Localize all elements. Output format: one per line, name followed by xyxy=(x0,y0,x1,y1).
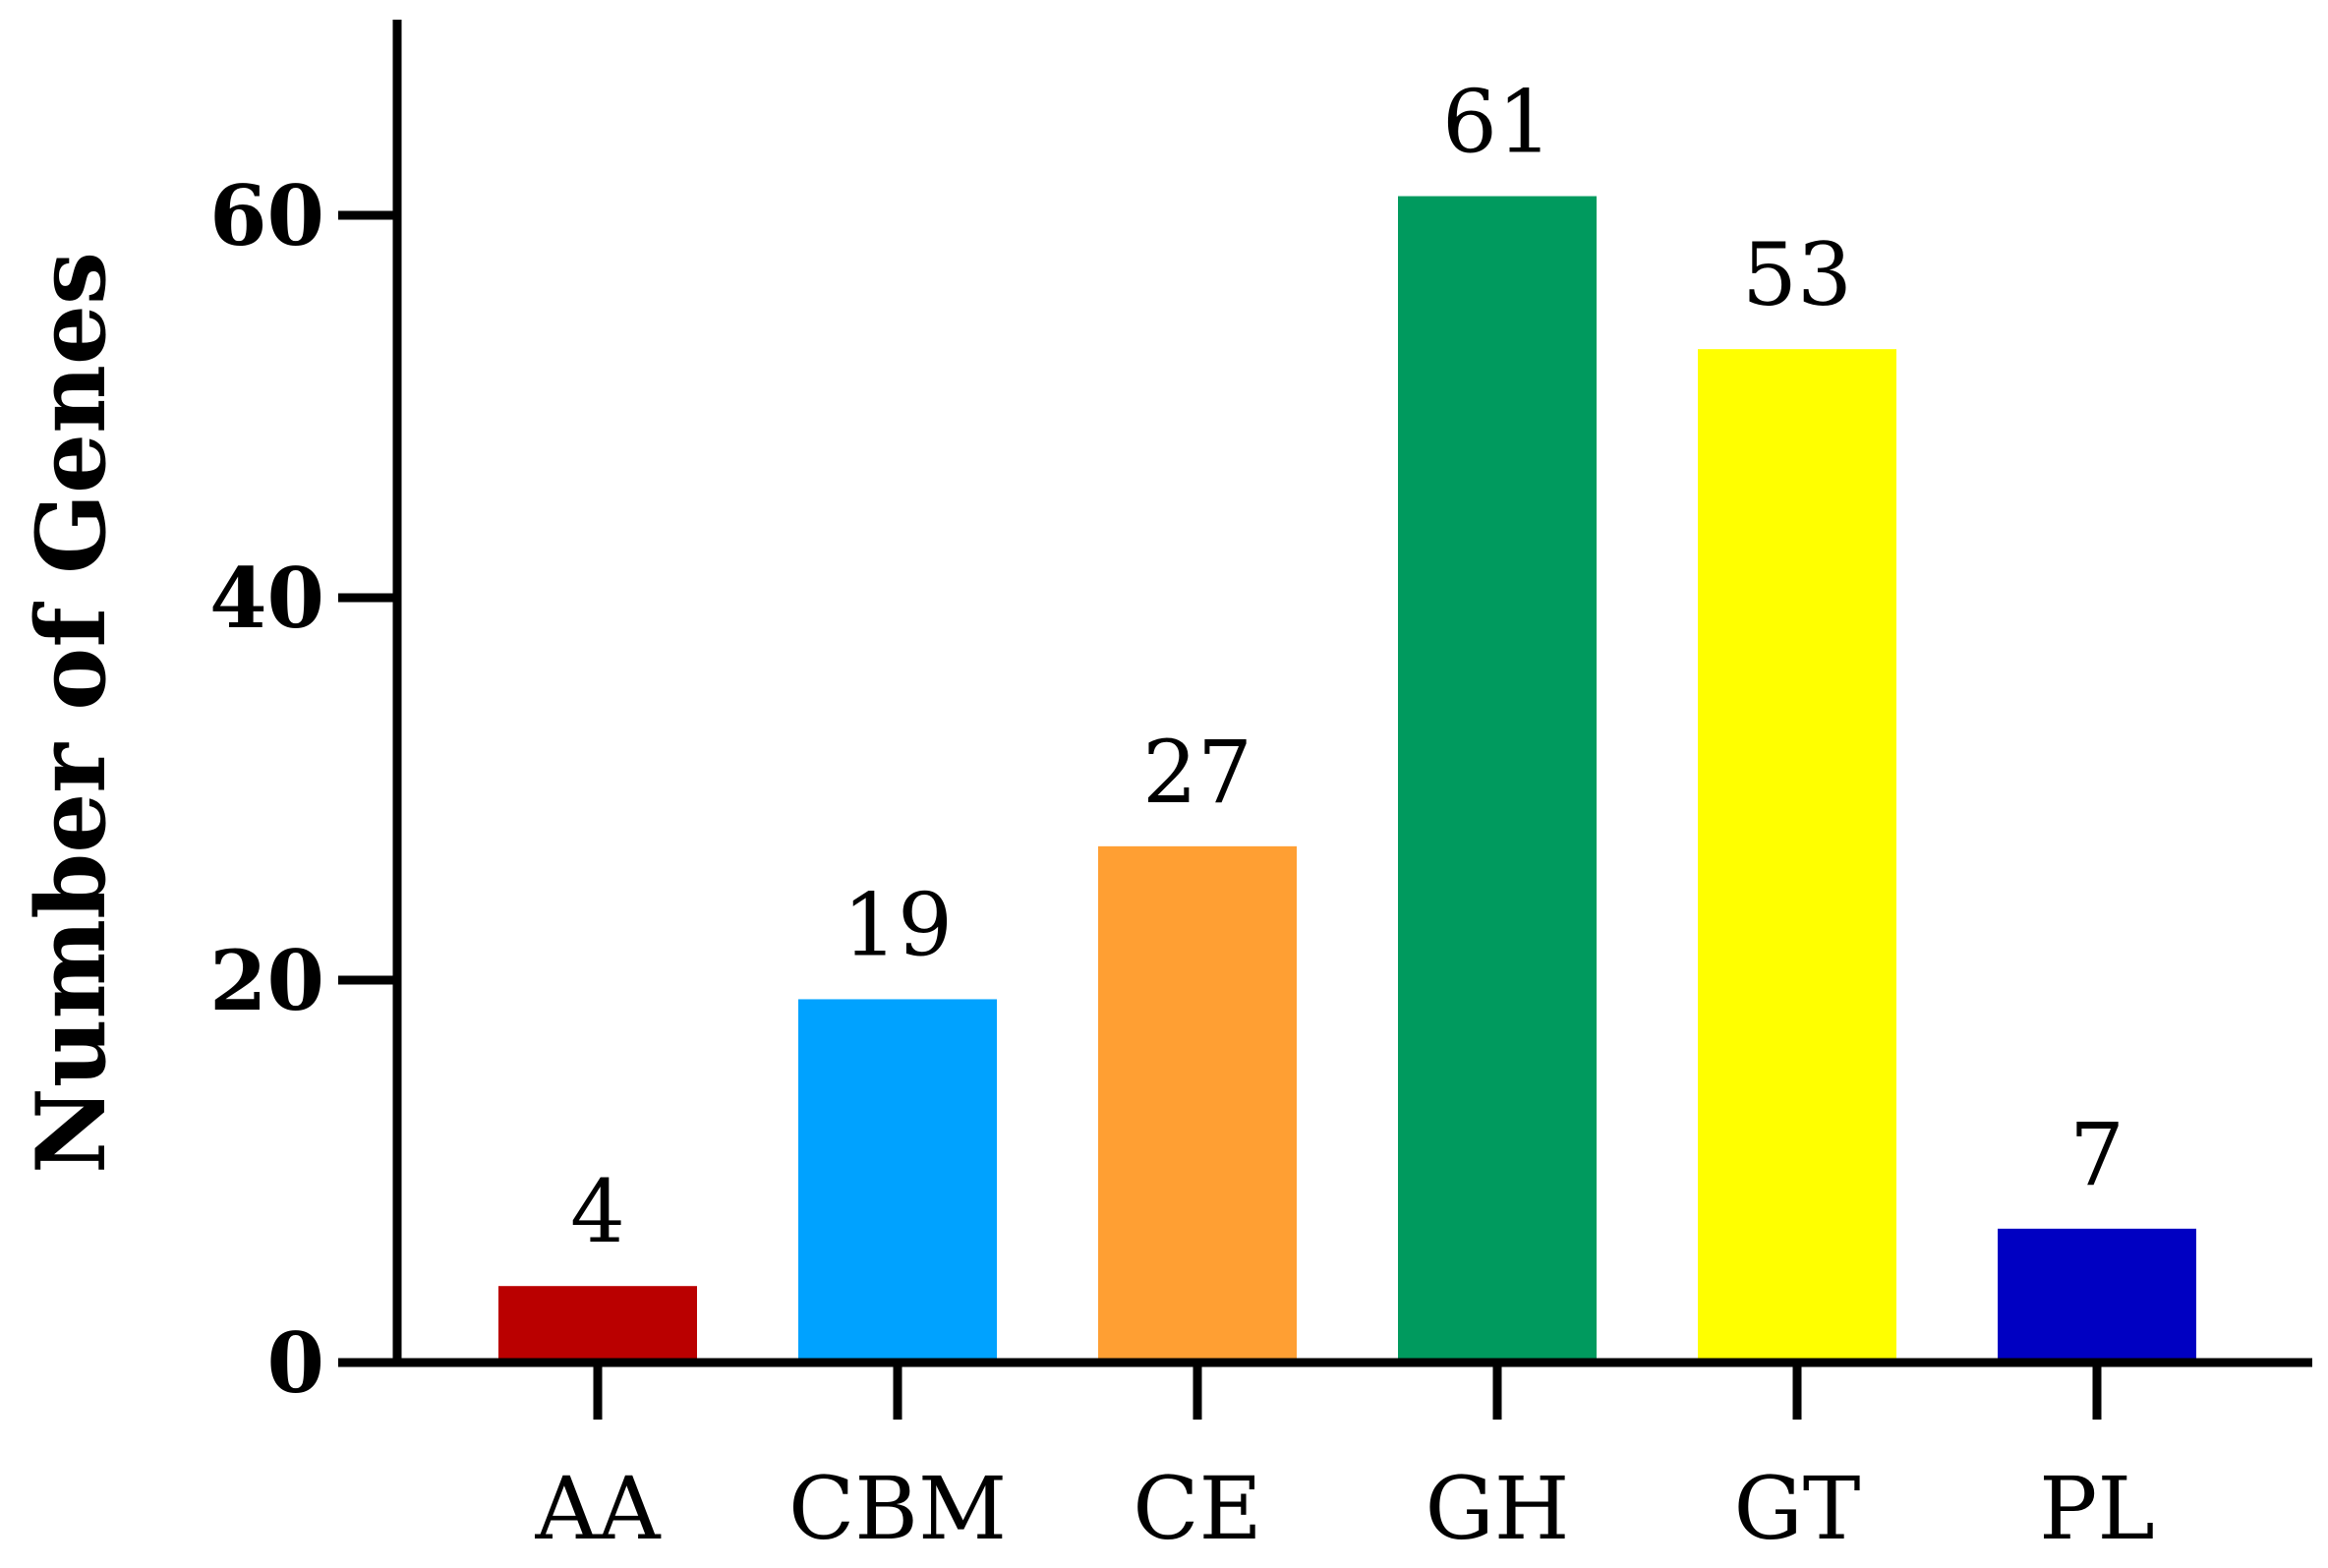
data-label-cbm: 19 xyxy=(843,874,953,975)
bar-gt xyxy=(1698,349,1896,1363)
bar-gh xyxy=(1398,196,1597,1363)
x-tick-label-gh: GH xyxy=(1425,1458,1569,1559)
y-tick-label-20: 20 xyxy=(209,932,324,1029)
y-tick-label-0: 0 xyxy=(267,1314,324,1412)
bar-ce xyxy=(1098,845,1297,1363)
x-tick-label-gt: GT xyxy=(1734,1458,1861,1559)
x-tick-label-pl: PL xyxy=(2039,1458,2155,1559)
data-label-gt: 53 xyxy=(1742,224,1852,325)
x-tick-label-aa: AA xyxy=(534,1458,662,1559)
data-label-pl: 7 xyxy=(2069,1104,2124,1205)
bars-layer xyxy=(498,196,2196,1363)
data-label-aa: 4 xyxy=(570,1161,625,1262)
bar-cbm xyxy=(798,999,997,1363)
bar-aa xyxy=(498,1286,697,1363)
y-tick-label-60: 60 xyxy=(209,167,324,264)
x-tick-label-ce: CE xyxy=(1133,1458,1262,1559)
data-label-ce: 27 xyxy=(1142,722,1252,823)
axes-layer xyxy=(338,20,2312,1420)
data-label-gh: 61 xyxy=(1442,72,1552,173)
x-tick-label-cbm: CBM xyxy=(788,1458,1007,1559)
labels-layer: AA 4 CBM 19 CE 27 GH 61 GT 53 PL 7 0 20 40 60 xyxy=(209,72,2155,1559)
bar-pl xyxy=(1998,1228,2196,1363)
y-tick-label-40: 40 xyxy=(209,550,324,647)
y-axis-title: Number of Genes xyxy=(16,252,127,1174)
